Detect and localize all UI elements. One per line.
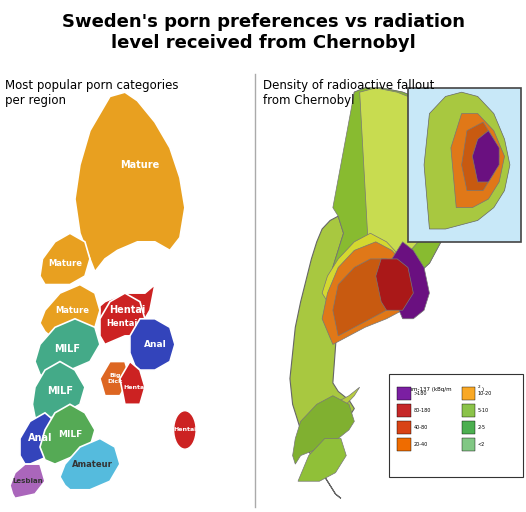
Text: MILF: MILF — [55, 344, 80, 354]
Text: MILF: MILF — [47, 387, 73, 396]
Polygon shape — [333, 259, 408, 336]
Text: Mature: Mature — [55, 306, 89, 315]
Bar — [397, 387, 411, 400]
Polygon shape — [424, 92, 510, 229]
Text: Anal: Anal — [144, 340, 166, 349]
Bar — [462, 438, 475, 451]
Text: 2: 2 — [478, 385, 480, 389]
Text: Anal: Anal — [28, 434, 52, 443]
Polygon shape — [392, 242, 429, 319]
Polygon shape — [75, 92, 185, 272]
Polygon shape — [20, 413, 60, 464]
Polygon shape — [462, 122, 499, 190]
Text: Hentai: Hentai — [107, 318, 138, 328]
Polygon shape — [298, 438, 346, 481]
Text: Amateur: Amateur — [72, 460, 113, 468]
Text: Hentai: Hentai — [173, 428, 197, 433]
Circle shape — [174, 411, 196, 449]
Polygon shape — [333, 88, 456, 327]
Polygon shape — [100, 361, 130, 396]
Polygon shape — [322, 242, 413, 345]
Text: >180: >180 — [413, 391, 427, 396]
Bar — [397, 404, 411, 417]
Bar — [462, 404, 475, 417]
Text: Cesium-137 (kBq/m: Cesium-137 (kBq/m — [397, 387, 452, 392]
Text: Mature: Mature — [120, 160, 159, 170]
Polygon shape — [100, 285, 155, 336]
Text: Sweden's porn preferences vs radiation
level received from Chernobyl: Sweden's porn preferences vs radiation l… — [62, 13, 464, 52]
Polygon shape — [292, 396, 355, 464]
Text: 2-5: 2-5 — [478, 425, 485, 430]
Text: 10-20: 10-20 — [478, 391, 492, 396]
Text: Hentai: Hentai — [123, 385, 147, 390]
Text: Density of radioactive fallout
from Chernobyl: Density of radioactive fallout from Cher… — [263, 79, 434, 108]
Text: Mature: Mature — [48, 259, 82, 268]
Polygon shape — [130, 319, 175, 370]
Text: 80-180: 80-180 — [413, 408, 431, 413]
Text: 40-80: 40-80 — [413, 425, 428, 430]
Polygon shape — [40, 285, 100, 336]
Polygon shape — [472, 131, 499, 182]
Text: Hentai: Hentai — [109, 305, 146, 315]
Polygon shape — [33, 361, 85, 421]
Polygon shape — [40, 233, 90, 285]
Polygon shape — [120, 361, 145, 404]
Polygon shape — [290, 88, 456, 498]
Text: <2: <2 — [478, 442, 485, 447]
Bar — [397, 421, 411, 434]
Polygon shape — [60, 438, 120, 490]
Text: Lesbian: Lesbian — [12, 478, 43, 484]
Polygon shape — [376, 259, 413, 310]
Polygon shape — [322, 233, 408, 302]
FancyBboxPatch shape — [389, 374, 523, 477]
Polygon shape — [100, 293, 145, 345]
Text: 5-10: 5-10 — [478, 408, 489, 413]
Text: 20-40: 20-40 — [413, 442, 428, 447]
Polygon shape — [451, 114, 504, 208]
Polygon shape — [40, 404, 95, 464]
Text: MILF: MILF — [58, 430, 82, 439]
Bar — [462, 421, 475, 434]
Polygon shape — [35, 319, 100, 379]
FancyBboxPatch shape — [408, 88, 521, 242]
Polygon shape — [301, 387, 360, 447]
Text: ): ) — [482, 387, 484, 392]
Polygon shape — [10, 464, 45, 498]
Text: Most popular porn categories
per region: Most popular porn categories per region — [5, 79, 179, 108]
Bar — [462, 387, 475, 400]
Polygon shape — [360, 88, 451, 285]
Text: Big
Dick: Big Dick — [107, 373, 123, 384]
Bar — [397, 438, 411, 451]
